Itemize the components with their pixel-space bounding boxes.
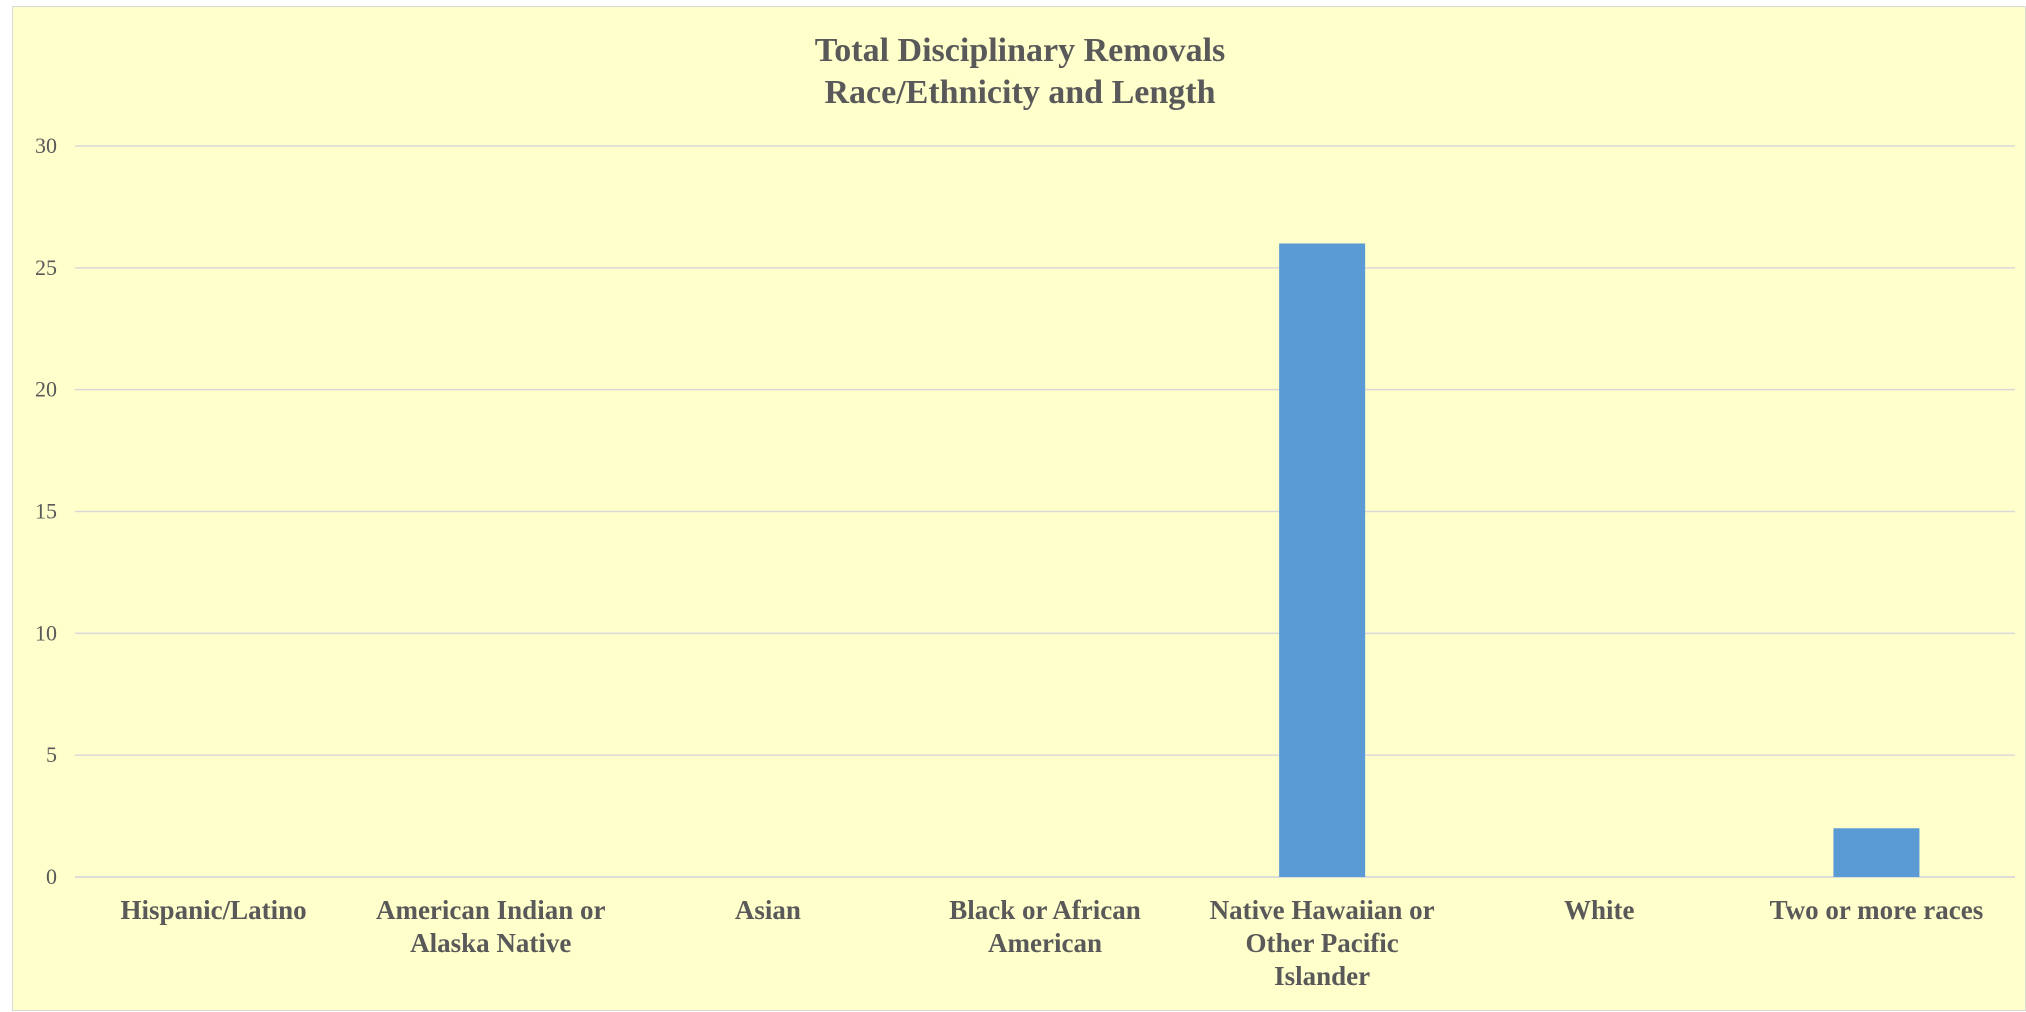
x-tick-label: American Indian or Alaska Native [376, 895, 606, 958]
x-tick-label: Two or more races [1770, 895, 1984, 925]
x-tick-label-line: American [988, 928, 1102, 958]
x-tick-label-line: White [1564, 895, 1635, 925]
x-tick-label-line: Islander [1274, 961, 1370, 991]
x-tick-label: Asian [735, 895, 801, 925]
y-tick-label: 25 [35, 255, 57, 280]
x-tick-label-line: Black or African [949, 895, 1141, 925]
bar-chart: Total Disciplinary Removals Race/Ethnici… [35, 32, 2015, 991]
x-tick-label-line: American Indian or [376, 895, 606, 925]
x-tick-label: White [1564, 895, 1635, 925]
gridlines [75, 145, 2015, 878]
x-tick-label-line: Alaska Native [410, 928, 571, 958]
y-tick-label: 0 [46, 864, 57, 889]
chart-title: Total Disciplinary Removals [815, 32, 1226, 69]
x-tick-label-line: Native Hawaiian or [1210, 895, 1435, 925]
x-tick-label: Hispanic/Latino [121, 895, 307, 925]
chart-subtitle: Race/Ethnicity and Length [824, 74, 1215, 111]
y-tick-label: 10 [35, 620, 57, 645]
x-tick-label-line: Hispanic/Latino [121, 895, 307, 925]
y-tick-label: 30 [35, 133, 57, 158]
y-tick-label: 5 [46, 742, 57, 767]
x-tick-label-line: Two or more races [1770, 895, 1984, 925]
bar [1279, 243, 1366, 877]
x-axis-labels: Hispanic/Latino American Indian or Alaska … [121, 895, 1984, 991]
x-tick-label: Native Hawaiian or Other Pacific Islander [1210, 895, 1435, 991]
bar [1833, 828, 1920, 877]
y-axis-ticks: 0 5 10 15 20 25 30 [35, 133, 57, 889]
chart-area: Total Disciplinary Removals Race/Ethnici… [12, 6, 2026, 1011]
bars [1279, 243, 1920, 877]
y-tick-label: 20 [35, 377, 57, 402]
y-tick-label: 15 [35, 499, 57, 524]
x-tick-label-line: Other Pacific [1246, 928, 1399, 958]
x-tick-label-line: Asian [735, 895, 801, 925]
x-tick-label: Black or African American [949, 895, 1141, 958]
